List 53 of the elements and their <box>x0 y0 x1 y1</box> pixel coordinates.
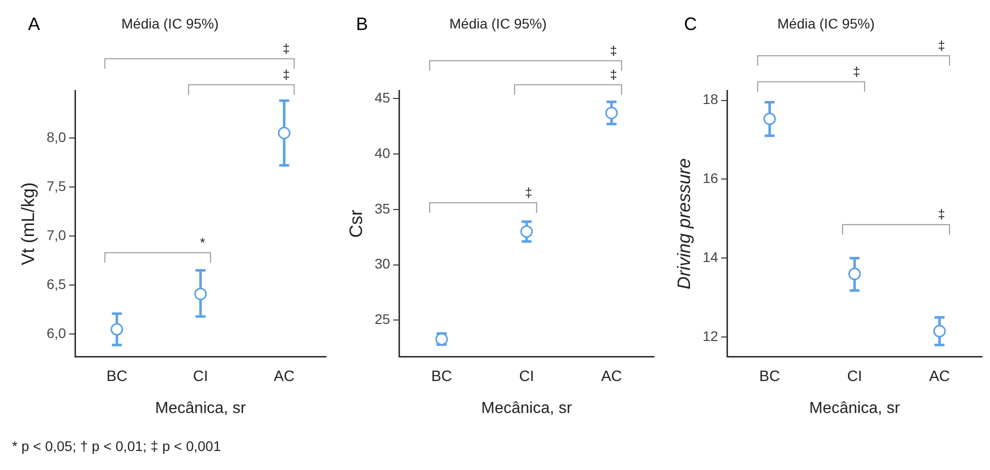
x-tick-label: CI <box>847 368 862 385</box>
x-axis-title: Mecânica, sr <box>155 400 247 417</box>
text: B <box>356 14 368 34</box>
y-tick-label: 6,5 <box>46 276 66 292</box>
x-tick-label: BC <box>759 368 780 385</box>
text: ‡ <box>610 42 618 58</box>
y-axis-title: Csr <box>346 210 366 238</box>
text: * p < 0,05; † p < 0,01; ‡ p < 0,001 <box>12 438 222 454</box>
y-tick-label: 7,5 <box>46 178 66 194</box>
y-tick-label: 8,0 <box>46 128 66 145</box>
y-tick-label: 30 <box>374 256 390 272</box>
y-axis-title: Driving pressure <box>674 158 694 290</box>
y-tick-label: 6,0 <box>46 325 66 342</box>
y-tick-label: 14 <box>702 248 718 265</box>
point <box>933 324 946 338</box>
y-axis-title: Vt (mL/kg) <box>18 182 38 266</box>
point <box>605 106 618 120</box>
chart-title: Média (IC 95%) <box>449 15 547 32</box>
y-tick-label: 35 <box>374 200 390 216</box>
y-tick-label: 7,0 <box>46 226 66 243</box>
y-tick-label: 45 <box>374 89 390 106</box>
chart-title: Média (IC 95%) <box>777 15 875 32</box>
x-tick-label: CI <box>193 368 208 385</box>
x-axis-title: Mecânica, sr <box>809 400 901 417</box>
y-tick-label: 16 <box>702 170 718 186</box>
y-tick-label: 12 <box>702 328 718 344</box>
text: ‡ <box>852 64 860 79</box>
x-axis-title: Mecânica, sr <box>481 400 573 417</box>
text: ‡ <box>282 66 290 82</box>
text: C <box>684 14 697 34</box>
x-tick-label: BC <box>106 368 128 385</box>
x-tick-label: AC <box>929 368 950 385</box>
y-tick-label: 18 <box>702 91 718 108</box>
annotation: ‡ <box>938 206 946 222</box>
x-tick-label: AC <box>274 368 295 385</box>
x-tick-label: AC <box>601 368 622 385</box>
chart-title: Média (IC 95%) <box>121 15 219 32</box>
text: ‡ <box>282 40 290 56</box>
point <box>194 288 207 300</box>
annotation: ‡ <box>524 184 532 200</box>
annotation: * <box>200 234 206 250</box>
y-tick-label: 40 <box>374 144 390 161</box>
y-tick-label: 25 <box>374 311 390 328</box>
text: ‡ <box>610 66 618 82</box>
point <box>848 268 861 280</box>
text: A <box>28 14 40 34</box>
point <box>520 225 533 238</box>
x-tick-label: CI <box>519 368 534 385</box>
x-tick-label: BC <box>431 368 452 385</box>
point <box>763 112 776 126</box>
point <box>278 126 290 140</box>
point <box>110 323 124 336</box>
text: ‡ <box>938 38 946 53</box>
